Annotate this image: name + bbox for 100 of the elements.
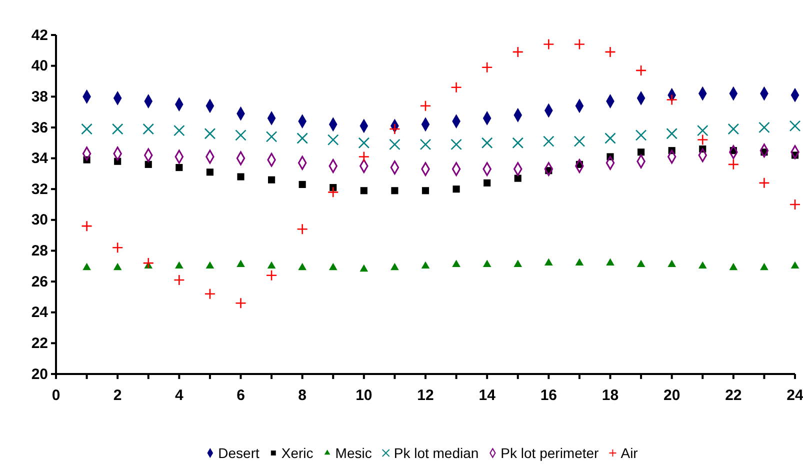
point xyxy=(268,176,276,184)
point xyxy=(420,100,432,112)
point xyxy=(574,38,586,50)
legend-label: Air xyxy=(620,444,638,461)
y-tick-label: 24 xyxy=(31,304,49,322)
point xyxy=(296,224,308,235)
point xyxy=(482,260,492,267)
point xyxy=(420,138,432,150)
x-tick-label: 2 xyxy=(113,387,122,404)
point xyxy=(266,131,278,142)
point xyxy=(422,187,430,194)
point xyxy=(512,46,524,58)
point xyxy=(452,186,460,193)
point xyxy=(296,132,308,144)
point xyxy=(389,123,400,135)
point xyxy=(728,123,740,135)
x-tick-label: 18 xyxy=(602,387,619,404)
point xyxy=(635,64,647,76)
point xyxy=(267,261,276,269)
point xyxy=(543,38,554,50)
point xyxy=(174,124,185,136)
point xyxy=(666,94,678,106)
point xyxy=(327,186,339,198)
point xyxy=(790,261,800,269)
point xyxy=(604,132,616,144)
y-tick-label: 40 xyxy=(31,58,48,75)
point xyxy=(206,168,214,176)
point xyxy=(81,123,92,135)
point xyxy=(389,138,400,150)
x-tick-label: 24 xyxy=(786,387,803,404)
x-tick-label: 12 xyxy=(417,387,434,404)
x-tick-label: 20 xyxy=(663,387,680,404)
x-tick-label: 6 xyxy=(236,387,245,404)
point xyxy=(789,120,801,132)
point xyxy=(206,261,214,269)
x-tick-label: 22 xyxy=(725,387,742,404)
point xyxy=(481,62,493,74)
point xyxy=(360,187,368,194)
y-tick-label: 22 xyxy=(31,334,48,352)
point xyxy=(175,261,184,269)
point xyxy=(668,260,676,267)
point xyxy=(575,258,584,266)
x-tick-label: 8 xyxy=(298,387,307,404)
y-tick-label: 34 xyxy=(31,150,49,168)
x-tick-label: 4 xyxy=(174,387,184,404)
point xyxy=(112,123,124,135)
point xyxy=(481,137,493,149)
y-tick-label: 30 xyxy=(31,212,48,229)
point xyxy=(514,174,522,182)
point xyxy=(452,260,460,267)
x-tick-label: 0 xyxy=(52,387,60,404)
point xyxy=(298,262,306,270)
point xyxy=(358,151,370,162)
point xyxy=(328,262,338,270)
point xyxy=(638,148,645,156)
point xyxy=(789,198,801,210)
point xyxy=(543,136,554,147)
y-tick-label: 38 xyxy=(31,88,48,106)
point xyxy=(606,258,614,266)
x-tick-label: 16 xyxy=(540,387,558,404)
point xyxy=(666,128,678,140)
legend-label: Mesic xyxy=(335,444,372,461)
point xyxy=(696,124,708,136)
point xyxy=(390,262,399,270)
point xyxy=(698,261,707,269)
point xyxy=(142,123,154,135)
point xyxy=(327,134,339,146)
y-tick-label: 36 xyxy=(31,119,48,136)
point xyxy=(758,177,770,189)
point xyxy=(728,158,740,170)
point xyxy=(512,137,524,149)
point xyxy=(236,260,245,267)
point xyxy=(484,179,491,186)
point xyxy=(204,128,216,140)
x-tick-label: 14 xyxy=(478,387,496,404)
point xyxy=(450,138,462,150)
point xyxy=(142,257,154,269)
y-tick-label: 32 xyxy=(31,180,48,198)
legend-label: Xeric xyxy=(281,444,314,461)
point xyxy=(544,258,553,266)
y-tick-label: 26 xyxy=(31,273,48,290)
x-tick-label: 10 xyxy=(356,387,372,404)
point xyxy=(235,130,246,141)
point xyxy=(360,264,368,272)
y-tick-label: 42 xyxy=(31,26,48,44)
point xyxy=(514,260,522,267)
point xyxy=(391,187,398,194)
point xyxy=(574,136,586,147)
point xyxy=(758,122,770,134)
point xyxy=(81,220,92,232)
point xyxy=(144,160,152,168)
point xyxy=(696,134,708,146)
point xyxy=(235,297,246,309)
point xyxy=(729,262,738,270)
point xyxy=(113,262,122,270)
point xyxy=(82,262,91,270)
point xyxy=(421,261,430,269)
point xyxy=(450,82,462,94)
point xyxy=(174,274,185,286)
point xyxy=(237,173,244,180)
